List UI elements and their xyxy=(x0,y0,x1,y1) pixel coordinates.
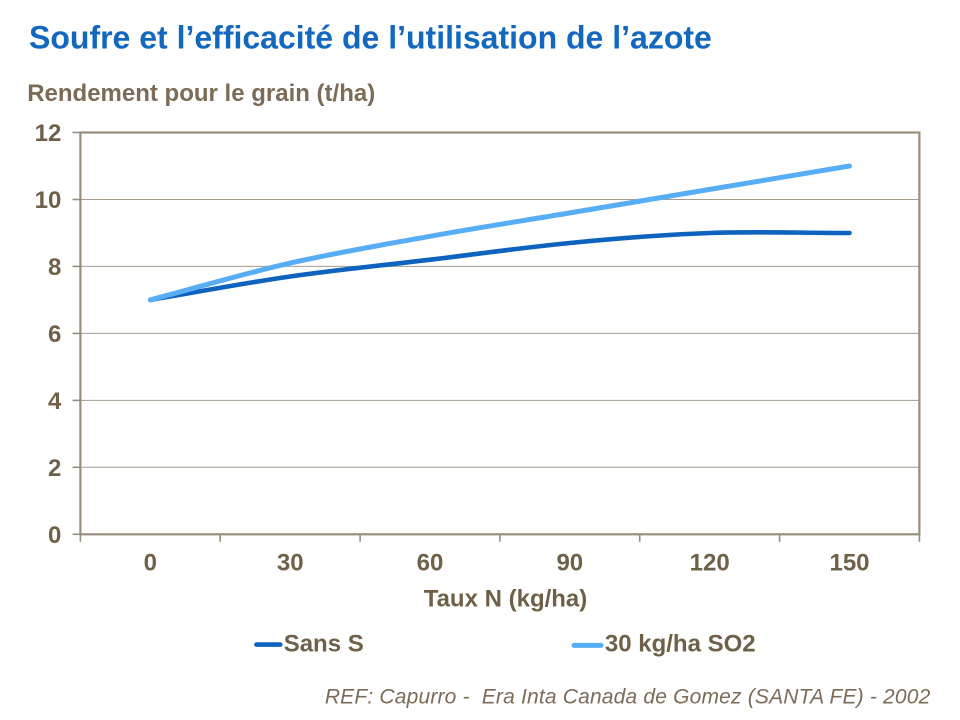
svg-text:0: 0 xyxy=(144,550,157,577)
svg-text:Sans S: Sans S xyxy=(284,631,364,658)
svg-text:60: 60 xyxy=(417,550,444,577)
svg-text:0: 0 xyxy=(48,522,61,549)
svg-text:8: 8 xyxy=(48,254,61,281)
svg-text:30: 30 xyxy=(277,550,304,577)
svg-text:Soufre et l’efficacité de l’ut: Soufre et l’efficacité de l’utilisation … xyxy=(29,20,712,56)
svg-text:150: 150 xyxy=(829,550,869,577)
svg-text:12: 12 xyxy=(35,120,62,147)
svg-text:4: 4 xyxy=(48,388,62,415)
svg-text:REF: Capurro - Era Inta Canad: REF: Capurro - Era Inta Canada de Gomez … xyxy=(325,685,931,708)
svg-text:120: 120 xyxy=(690,550,730,577)
svg-text:6: 6 xyxy=(48,321,61,348)
svg-text:10: 10 xyxy=(35,187,62,214)
svg-text:2: 2 xyxy=(48,455,61,482)
svg-text:Taux N (kg/ha): Taux N (kg/ha) xyxy=(424,586,588,613)
svg-text:30 kg/ha SO2: 30 kg/ha SO2 xyxy=(605,631,756,658)
svg-text:90: 90 xyxy=(556,550,583,577)
svg-text:Rendement pour le grain (t/ha): Rendement pour le grain (t/ha) xyxy=(27,80,375,107)
